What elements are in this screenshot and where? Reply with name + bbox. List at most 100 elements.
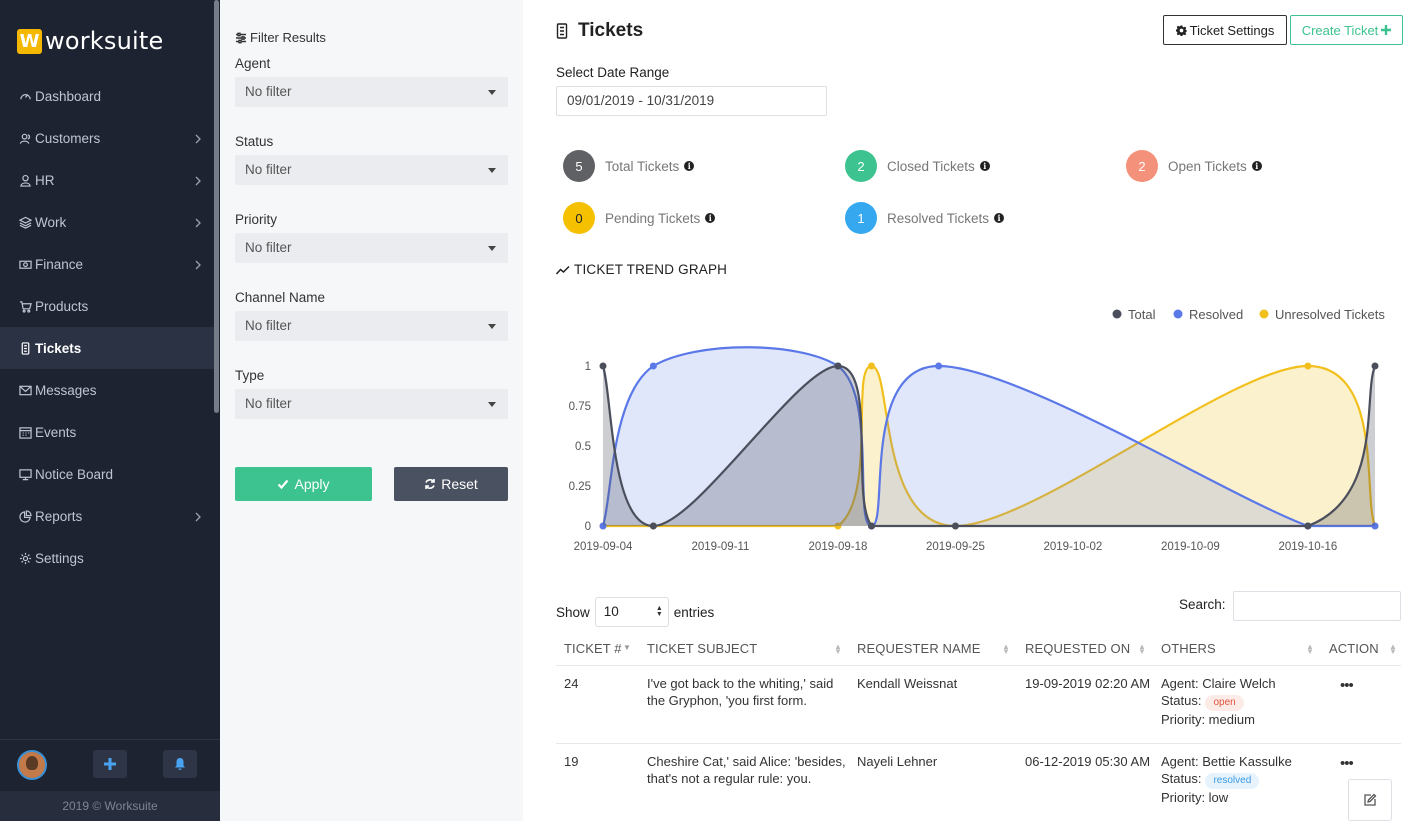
cell-ticket-subject[interactable]: I've got back to the whiting,' said the … xyxy=(647,675,833,709)
sidebar-item-label: Work xyxy=(35,214,67,230)
cell-others: Agent: Claire Welch Status: open Priority… xyxy=(1161,675,1276,728)
cell-ticket-subject[interactable]: Cheshire Cat,' said Alice: 'besides, tha… xyxy=(647,753,846,787)
copyright: 2019 © Worksuite xyxy=(0,791,220,821)
priority-label: Priority xyxy=(235,212,278,227)
sidebar: W worksuite Dashboard Customers HR Work … xyxy=(0,0,220,821)
floating-edit-button[interactable] xyxy=(1348,779,1392,821)
info-icon[interactable]: i xyxy=(1251,161,1262,171)
sidebar-item-label: Customers xyxy=(35,130,101,146)
info-icon[interactable]: i xyxy=(705,213,716,223)
row-actions-button[interactable]: ••• xyxy=(1340,755,1354,772)
data-point xyxy=(649,522,657,530)
sidebar-item-finance[interactable]: Finance xyxy=(0,243,216,285)
column-header-action[interactable]: ACTION xyxy=(1329,641,1379,656)
data-point xyxy=(599,522,607,530)
column-header-ticket-subject[interactable]: TICKET SUBJECT xyxy=(647,641,758,656)
entries-label: entries xyxy=(673,604,715,620)
channel-name-select[interactable]: No filter xyxy=(235,311,508,341)
cell-requested-on: 19-09-2019 02:20 AM xyxy=(1025,676,1151,691)
agent-select-value: No filter xyxy=(245,84,292,99)
sidebar-item-label: Notice Board xyxy=(35,466,114,482)
legend-marker xyxy=(1173,309,1183,319)
sidebar-menu: Dashboard Customers HR Work Finance Prod… xyxy=(0,75,216,579)
column-header-requester-name[interactable]: REQUESTER NAME xyxy=(857,641,981,656)
sort-icon: ▲ ▼ xyxy=(1138,642,1146,656)
sort-desc-icon: ▼ xyxy=(623,643,631,652)
stat-pending-tickets: 0 Pending Tickets i xyxy=(563,202,716,234)
data-point xyxy=(1371,362,1379,370)
logo-text: worksuite xyxy=(45,27,164,55)
sidebar-item-label: Tickets xyxy=(35,340,82,356)
column-header-requested-on[interactable]: REQUESTED ON xyxy=(1025,641,1131,656)
priority-select[interactable]: No filter xyxy=(235,233,508,263)
stat-open-tickets: 2 Open Tickets i xyxy=(1126,150,1262,182)
envelope-icon xyxy=(18,383,32,397)
sort-icon: ▲ ▼ xyxy=(1002,642,1010,656)
sidebar-item-messages[interactable]: Messages xyxy=(0,369,216,411)
sidebar-item-settings[interactable]: Settings xyxy=(0,537,216,579)
date-range-input[interactable]: 09/01/2019 - 10/31/2019 xyxy=(556,86,827,116)
sidebar-item-events[interactable]: Events xyxy=(0,411,216,453)
column-header-others[interactable]: OTHERS xyxy=(1161,641,1216,656)
graph-title-text: TICKET TREND GRAPH xyxy=(574,262,728,277)
stat-closed-tickets: 2 Closed Tickets i xyxy=(845,150,990,182)
x-tick-label: 2019-10-02 xyxy=(1043,541,1102,553)
cell-requester-name: Kendall Weissnat xyxy=(857,676,958,691)
gear-icon xyxy=(1175,24,1187,36)
caret-down-icon xyxy=(488,402,496,407)
status-select[interactable]: No filter xyxy=(235,155,508,185)
stat-resolved-tickets: 1 Resolved Tickets i xyxy=(845,202,1005,234)
priority-select-value: No filter xyxy=(245,240,292,255)
sidebar-item-tickets[interactable]: Tickets xyxy=(0,327,216,369)
logo[interactable]: W worksuite xyxy=(17,27,163,55)
sidebar-item-dashboard[interactable]: Dashboard xyxy=(0,75,216,117)
legend-marker xyxy=(1259,309,1269,319)
info-icon[interactable]: i xyxy=(684,161,695,171)
sidebar-item-label: Dashboard xyxy=(35,88,102,104)
entries-select[interactable]: 10 ▲ ▼ xyxy=(594,597,669,627)
status-label: Status: xyxy=(1161,771,1202,786)
data-point xyxy=(1304,522,1312,530)
search-input[interactable] xyxy=(1233,591,1401,621)
chevron-right-icon xyxy=(194,258,204,270)
status-line: Status: open xyxy=(1161,692,1276,711)
sidebar-item-work[interactable]: Work xyxy=(0,201,216,243)
main-content: Tickets Ticket Settings Create Ticket Se… xyxy=(523,0,1425,821)
column-header-ticket-number[interactable]: TICKET # xyxy=(564,641,622,656)
create-ticket-button[interactable]: Create Ticket xyxy=(1290,15,1403,45)
apply-button[interactable]: Apply xyxy=(235,467,372,501)
stat-count: 0 xyxy=(563,202,595,234)
money-icon xyxy=(18,257,32,271)
create-ticket-label: Create Ticket xyxy=(1301,22,1379,38)
sidebar-item-products[interactable]: Products xyxy=(0,285,216,327)
reset-button[interactable]: Reset xyxy=(394,467,508,501)
cell-ticket-number: 24 xyxy=(564,676,579,691)
agent-select[interactable]: No filter xyxy=(235,77,508,107)
sidebar-scrollbar[interactable] xyxy=(214,0,219,413)
sort-icon: ▲ ▼ xyxy=(834,642,842,656)
info-icon[interactable]: i xyxy=(979,161,990,171)
info-icon[interactable]: i xyxy=(994,213,1005,223)
apply-button-label: Apply xyxy=(294,476,330,492)
x-tick-label: 2019-09-04 xyxy=(574,541,633,553)
type-select[interactable]: No filter xyxy=(235,389,508,419)
data-point xyxy=(951,522,959,530)
sidebar-item-reports[interactable]: Reports xyxy=(0,495,216,537)
y-tick-label: 0.25 xyxy=(569,481,591,493)
avatar[interactable] xyxy=(17,750,47,780)
layers-icon xyxy=(18,215,32,229)
sidebar-item-customers[interactable]: Customers xyxy=(0,117,216,159)
type-select-value: No filter xyxy=(245,396,292,411)
stat-count: 2 xyxy=(845,150,877,182)
sort-icon: ▲ ▼ xyxy=(1389,642,1397,656)
row-actions-button[interactable]: ••• xyxy=(1340,677,1354,694)
cell-others: Agent: Bettie Kassulke Status: resolved P… xyxy=(1161,753,1292,806)
quick-add-button[interactable] xyxy=(93,750,127,778)
logo-mark: W xyxy=(17,28,42,54)
sidebar-item-notice-board[interactable]: Notice Board xyxy=(0,453,216,495)
series-line xyxy=(601,346,1375,528)
sidebar-item-hr[interactable]: HR xyxy=(0,159,216,201)
notifications-button[interactable] xyxy=(163,750,197,778)
ticket-settings-button[interactable]: Ticket Settings xyxy=(1163,15,1287,45)
sidebar-item-label: Reports xyxy=(35,508,83,524)
